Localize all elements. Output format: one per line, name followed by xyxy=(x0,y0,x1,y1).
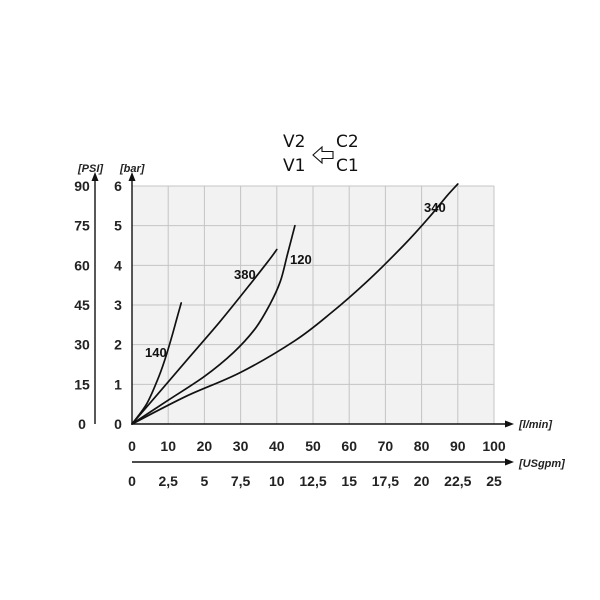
x-tick-label-lmin: 80 xyxy=(414,438,430,454)
x-tick-labels-lmin: 0 10 20 30 40 50 60 70 80 90 100 xyxy=(128,438,506,454)
y-tick-labels-bar: 0 1 2 3 4 5 6 xyxy=(114,178,122,432)
y-tick-labels-psi: 0 15 30 45 60 75 90 xyxy=(74,178,90,432)
x-tick-label-usgpm: 2,5 xyxy=(158,473,178,489)
y-tick-label-psi: 30 xyxy=(74,337,90,353)
arrow-left-outline-icon xyxy=(312,145,334,165)
axes xyxy=(91,172,514,466)
flow-label-c2: C2 xyxy=(336,132,359,152)
x-tick-label-lmin: 40 xyxy=(269,438,285,454)
x-tick-label-usgpm: 10 xyxy=(269,473,285,489)
y-axis-label-psi: [PSI] xyxy=(77,163,103,175)
y-tick-label-psi: 75 xyxy=(74,218,90,234)
x-tick-label-lmin: 0 xyxy=(128,438,136,454)
x-tick-label-lmin: 70 xyxy=(378,438,394,454)
x-tick-label-lmin: 30 xyxy=(233,438,249,454)
flow-label-v2: V2 xyxy=(283,132,305,152)
series-line-140 xyxy=(131,302,183,425)
x-tick-label-lmin: 50 xyxy=(305,438,321,454)
y-tick-label-bar: 2 xyxy=(114,337,122,353)
y-tick-label-psi: 0 xyxy=(78,416,86,432)
x-axis-label-usgpm: [USgpm] xyxy=(518,458,565,470)
x-tick-label-lmin: 10 xyxy=(160,438,176,454)
x-tick-label-usgpm: 7,5 xyxy=(231,473,251,489)
y-axis-bar-arrow-icon xyxy=(128,172,136,181)
flow-direction-legend: V2 V1 C2 C1 xyxy=(283,132,359,176)
x-tick-label-lmin: 90 xyxy=(450,438,466,454)
series-label-340: 340 xyxy=(424,200,446,215)
x-tick-label-usgpm: 0 xyxy=(128,473,136,489)
x-tick-label-usgpm: 15 xyxy=(341,473,357,489)
y-tick-label-bar: 0 xyxy=(114,416,122,432)
x-tick-label-usgpm: 20 xyxy=(414,473,430,489)
x-tick-label-lmin: 100 xyxy=(482,438,506,454)
x-axis-label-lmin: [l/min] xyxy=(518,419,552,431)
series-group xyxy=(131,183,459,425)
x-tick-label-usgpm: 12,5 xyxy=(299,473,326,489)
x-tick-label-usgpm: 25 xyxy=(486,473,502,489)
y-tick-label-bar: 1 xyxy=(114,376,122,392)
y-axis-psi-arrow-icon xyxy=(91,172,99,181)
x-tick-label-lmin: 60 xyxy=(341,438,357,454)
series-label-140: 140 xyxy=(145,345,167,360)
y-tick-label-bar: 4 xyxy=(114,257,122,273)
y-tick-label-psi: 90 xyxy=(74,178,90,194)
series-label-120: 120 xyxy=(290,252,312,267)
y-tick-label-psi: 15 xyxy=(74,376,90,392)
x-tick-label-usgpm: 22,5 xyxy=(444,473,471,489)
y-tick-label-bar: 6 xyxy=(114,178,122,194)
x-axis-usgpm-arrow-icon xyxy=(505,458,514,466)
series-line-120 xyxy=(131,224,296,425)
x-tick-label-usgpm: 5 xyxy=(201,473,209,489)
series-line-380 xyxy=(131,248,278,425)
flow-label-v1: V1 xyxy=(283,156,305,176)
y-tick-label-psi: 60 xyxy=(74,257,90,273)
x-tick-label-usgpm: 17,5 xyxy=(372,473,399,489)
flow-label-c1: C1 xyxy=(336,156,359,176)
x-axis-lmin-arrow-icon xyxy=(505,420,514,428)
y-tick-label-bar: 3 xyxy=(114,297,122,313)
y-tick-label-bar: 5 xyxy=(114,218,122,234)
y-tick-label-psi: 45 xyxy=(74,297,90,313)
series-label-380: 380 xyxy=(234,267,256,282)
series-line-340 xyxy=(131,183,459,425)
x-tick-labels-usgpm: 0 2,5 5 7,5 10 12,5 15 17,5 20 22,5 25 xyxy=(128,473,502,489)
y-axis-label-bar: [bar] xyxy=(119,163,145,175)
x-tick-label-lmin: 20 xyxy=(197,438,213,454)
